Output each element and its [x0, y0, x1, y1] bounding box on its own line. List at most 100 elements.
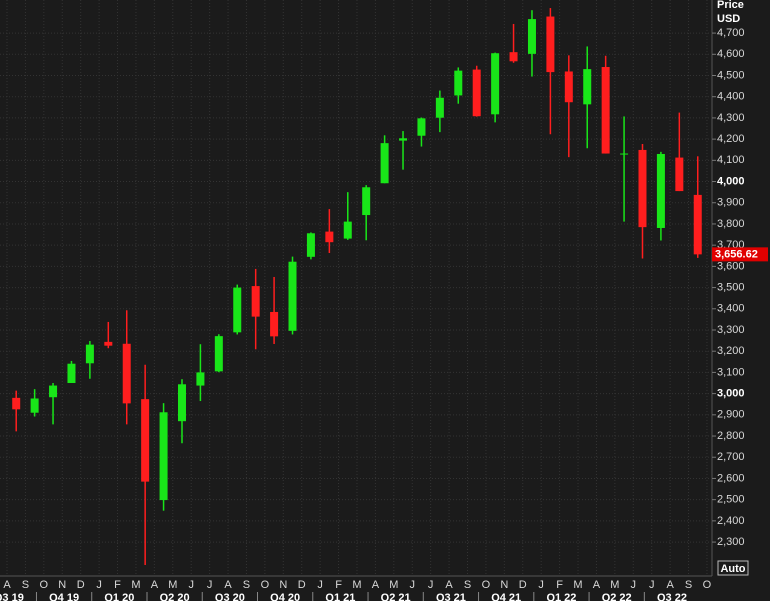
candle-body	[104, 341, 113, 346]
quarter-label: Q3 20	[215, 592, 245, 601]
x-tick-label: M	[131, 579, 140, 591]
x-tick-label: A	[372, 579, 380, 591]
quarter-label: Q4 20	[270, 592, 300, 601]
candle-body	[509, 52, 518, 62]
quarter-label: Q2 22	[602, 592, 632, 601]
x-tick-label: F	[335, 579, 342, 591]
y-tick-label: 3,500	[717, 281, 745, 293]
x-tick-label: D	[298, 579, 306, 591]
y-tick-label: 2,400	[717, 515, 745, 527]
quarter-label: Q3 21	[436, 592, 466, 601]
y-tick-label: 3,300	[717, 324, 745, 336]
x-tick-label: O	[40, 579, 49, 591]
candle-body	[177, 384, 186, 422]
candle-body	[214, 336, 223, 372]
candle-body	[306, 233, 315, 257]
y-tick-label: 4,300	[717, 112, 745, 124]
x-tick-label: N	[279, 579, 287, 591]
candle-body	[251, 286, 260, 317]
x-tick-label: M	[168, 579, 177, 591]
x-tick-label: J	[409, 579, 415, 591]
axis-title: Price	[717, 0, 744, 11]
candle-body	[196, 372, 205, 386]
candle-body	[435, 97, 444, 118]
y-tick-label: 4,100	[717, 154, 745, 166]
quarter-label: Q3 22	[657, 592, 687, 601]
x-tick-label: F	[114, 579, 121, 591]
auto-button[interactable]: Auto	[720, 563, 745, 575]
candle-body	[362, 187, 371, 216]
last-price-box	[712, 247, 768, 262]
candle-body	[141, 399, 150, 482]
y-tick-label: 4,400	[717, 91, 745, 103]
quarter-label: Q1 22	[546, 592, 576, 601]
x-tick-label: A	[445, 579, 453, 591]
candle-body	[564, 71, 573, 103]
candle-body	[638, 149, 647, 228]
y-tick-label: 2,800	[717, 430, 745, 442]
y-tick-label: 4,000	[717, 175, 745, 187]
candle-body	[656, 153, 665, 228]
candle-body	[233, 287, 242, 333]
candle-body	[620, 153, 629, 155]
x-tick-label: O	[703, 579, 712, 591]
x-tick-label: D	[77, 579, 85, 591]
x-tick-label: S	[685, 579, 692, 591]
y-tick-label: 3,200	[717, 345, 745, 357]
quarter-label: Q2 20	[160, 592, 190, 601]
candle-body	[12, 397, 21, 410]
candle-body	[693, 194, 702, 255]
candle-body	[159, 412, 168, 501]
axes: 2,300 2,400 2,500 2,600 2,700 2,800 2,900 3,000…	[0, 27, 768, 601]
auto-button-frame[interactable]	[717, 560, 749, 576]
x-tick-label: J	[207, 579, 213, 591]
y-tick-label: 3,400	[717, 303, 745, 315]
y-tick-label: 3,100	[717, 366, 745, 378]
x-tick-label: M	[610, 579, 619, 591]
x-tick-label: J	[317, 579, 323, 591]
candle-body	[491, 53, 500, 115]
candle-body	[49, 385, 58, 398]
quarter-label: Q1 20	[104, 592, 134, 601]
y-tick-label: 4,700	[717, 27, 745, 39]
quarter-label: Q2 21	[381, 592, 411, 601]
grid	[0, 0, 712, 576]
y-tick-label: 3,000	[717, 388, 745, 400]
x-tick-label: D	[519, 579, 527, 591]
x-tick-label: A	[224, 579, 232, 591]
y-tick-label: 3,900	[717, 197, 745, 209]
x-tick-label: F	[556, 579, 563, 591]
y-tick-label: 2,900	[717, 409, 745, 421]
candle-body	[85, 344, 94, 364]
x-tick-label: N	[500, 579, 508, 591]
y-tick-label: 3,800	[717, 218, 745, 230]
x-tick-label: J	[649, 579, 655, 591]
x-tick-label: A	[593, 579, 601, 591]
x-tick-label: J	[188, 579, 194, 591]
candle-body	[546, 16, 555, 73]
x-tick-label: N	[58, 579, 66, 591]
candle-body	[601, 67, 610, 154]
candle-body	[380, 143, 389, 184]
x-tick-label: M	[573, 579, 582, 591]
candle-body	[527, 19, 536, 54]
x-tick-label: J	[428, 579, 434, 591]
y-tick-label: 2,300	[717, 536, 745, 548]
candle-body	[122, 343, 131, 404]
x-tick-label: A	[151, 579, 159, 591]
x-tick-label: A	[3, 579, 11, 591]
candle-body	[472, 69, 481, 117]
candle-body	[325, 231, 334, 243]
quarter-label: Q4 19	[49, 592, 79, 601]
x-tick-label: A	[666, 579, 674, 591]
quarter-label: Q3 19	[0, 592, 24, 601]
y-tick-label: 2,700	[717, 451, 745, 463]
candle-body	[583, 69, 592, 105]
candle-body	[454, 70, 463, 96]
candle-body	[288, 261, 297, 331]
x-tick-label: M	[389, 579, 398, 591]
x-tick-label: O	[482, 579, 491, 591]
x-tick-label: J	[631, 579, 637, 591]
axis-unit: USD	[717, 13, 740, 25]
